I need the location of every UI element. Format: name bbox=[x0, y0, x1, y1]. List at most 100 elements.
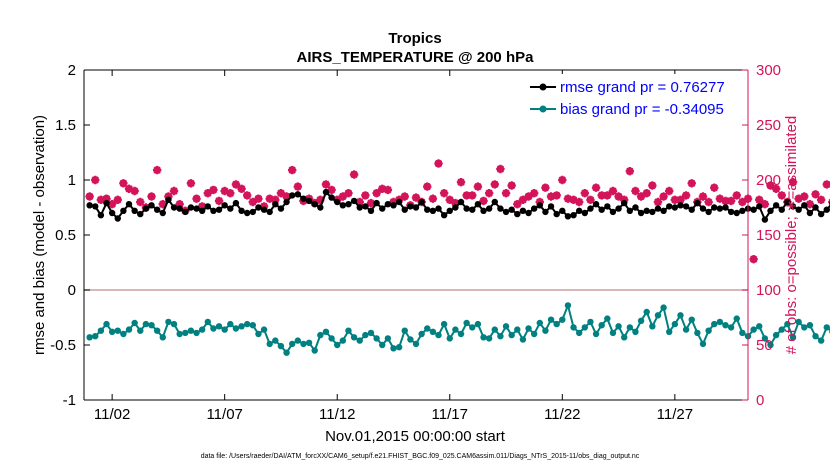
bias-point bbox=[502, 323, 510, 330]
legend: rmse grand pr = 0.76277 bias grand pr = … bbox=[524, 74, 744, 122]
bias-point bbox=[756, 323, 763, 330]
rmse-point bbox=[390, 202, 397, 209]
obs-assimilated-point bbox=[428, 194, 438, 203]
bias-point bbox=[654, 312, 662, 319]
bias-point bbox=[727, 324, 735, 331]
obs-assimilated-point bbox=[220, 186, 229, 196]
obs-assimilated-point bbox=[152, 165, 162, 175]
obs-assimilated-point bbox=[805, 200, 815, 209]
rmse-point bbox=[159, 209, 166, 217]
bias-point bbox=[716, 318, 724, 326]
bias-point bbox=[379, 341, 386, 349]
rmse-point bbox=[801, 202, 808, 209]
obs-assimilated-point bbox=[293, 182, 303, 191]
bias-point bbox=[806, 322, 814, 329]
bias-point bbox=[795, 318, 802, 326]
obs-assimilated-point bbox=[102, 194, 111, 203]
bias-point bbox=[530, 330, 538, 338]
y-left-tick-label: -1 bbox=[63, 392, 76, 409]
bias-point bbox=[666, 328, 673, 335]
x-tick-label: 11/27 bbox=[657, 406, 693, 423]
rmse-point bbox=[97, 212, 105, 219]
rmse-point bbox=[480, 207, 487, 214]
rmse-point bbox=[210, 207, 217, 214]
rmse-point bbox=[615, 205, 622, 212]
y-right-tick-label: 50 bbox=[756, 337, 773, 354]
bias-point bbox=[92, 333, 99, 340]
obs-assimilated-point bbox=[631, 186, 640, 196]
bias-point bbox=[187, 327, 195, 334]
rmse-point bbox=[559, 207, 566, 214]
bias-point bbox=[300, 340, 307, 348]
bias-point bbox=[750, 326, 757, 333]
legend-rmse-marker bbox=[539, 83, 547, 91]
bias-point bbox=[570, 324, 577, 331]
rmse-point bbox=[643, 207, 650, 214]
bias-point bbox=[345, 327, 352, 334]
obs-assimilated-point bbox=[620, 195, 629, 204]
bias-point bbox=[801, 324, 808, 331]
rmse-point bbox=[311, 201, 318, 208]
y-left-tick-label: -0.5 bbox=[50, 337, 76, 354]
rmse-point bbox=[412, 204, 420, 211]
bias-point bbox=[367, 329, 375, 337]
rmse-point bbox=[677, 202, 684, 209]
bias-point bbox=[817, 337, 825, 344]
obs-assimilated-point bbox=[349, 170, 359, 179]
obs-assimilated-point bbox=[327, 185, 336, 195]
bias-point bbox=[142, 320, 150, 328]
rmse-point bbox=[806, 209, 814, 217]
obs-assimilated-point bbox=[96, 195, 106, 204]
rmse-point bbox=[289, 192, 296, 199]
bias-point bbox=[86, 334, 93, 341]
obs-assimilated-point bbox=[378, 184, 387, 193]
obs-assimilated-point bbox=[676, 195, 685, 204]
rmse-point bbox=[204, 203, 211, 210]
bias-point bbox=[446, 335, 453, 342]
obs-assimilated-point bbox=[479, 196, 488, 206]
obs-assimilated-point bbox=[603, 191, 612, 200]
rmse-point bbox=[530, 205, 538, 212]
rmse-point bbox=[491, 198, 498, 206]
obs-assimilated-point bbox=[546, 192, 556, 201]
obs-assimilated-point bbox=[389, 197, 398, 207]
rmse-point bbox=[688, 206, 695, 213]
bias-point bbox=[722, 322, 729, 329]
x-tick-label: 11/12 bbox=[319, 406, 355, 423]
y-left-tick-label: 0.5 bbox=[55, 227, 76, 244]
rmse-point bbox=[778, 206, 785, 213]
bias-point bbox=[120, 330, 127, 338]
obs-assimilated-point bbox=[259, 202, 269, 211]
rmse-point bbox=[120, 207, 127, 214]
bias-point bbox=[682, 326, 690, 333]
bias-point bbox=[289, 340, 296, 348]
obs-count-series bbox=[85, 159, 830, 264]
obs-assimilated-point bbox=[288, 165, 297, 175]
obs-assimilated-point bbox=[203, 189, 212, 198]
obs-assimilated-point bbox=[608, 186, 618, 196]
y-left-tick-label: 1.5 bbox=[55, 117, 76, 134]
obs-assimilated-point bbox=[552, 191, 561, 200]
obs-assimilated-point bbox=[366, 198, 376, 208]
bias-point bbox=[598, 322, 605, 329]
obs-assimilated-point bbox=[591, 183, 601, 192]
legend-rmse-label: rmse grand pr = 0.76277 bbox=[560, 79, 725, 96]
bias-point bbox=[272, 337, 279, 344]
rmse-point bbox=[429, 207, 437, 214]
obs-assimilated-point bbox=[788, 178, 798, 187]
y-left-axis-ticks: -1 -0.5 0 0.5 1 1.5 2 bbox=[50, 62, 90, 409]
bias-point bbox=[395, 344, 403, 351]
rmse-point bbox=[395, 198, 403, 206]
x-tick-label: 11/17 bbox=[432, 406, 468, 423]
bias-point bbox=[705, 327, 712, 334]
bias-point bbox=[255, 330, 262, 338]
rmse-point bbox=[125, 201, 133, 208]
bias-point bbox=[390, 345, 397, 352]
obs-assimilated-point bbox=[197, 202, 207, 211]
rmse-point bbox=[142, 205, 150, 212]
obs-assimilated-point bbox=[226, 189, 235, 198]
rmse-point bbox=[637, 209, 645, 217]
rmse-point bbox=[474, 201, 482, 208]
obs-assimilated-point bbox=[732, 191, 741, 200]
rmse-point bbox=[536, 202, 543, 209]
